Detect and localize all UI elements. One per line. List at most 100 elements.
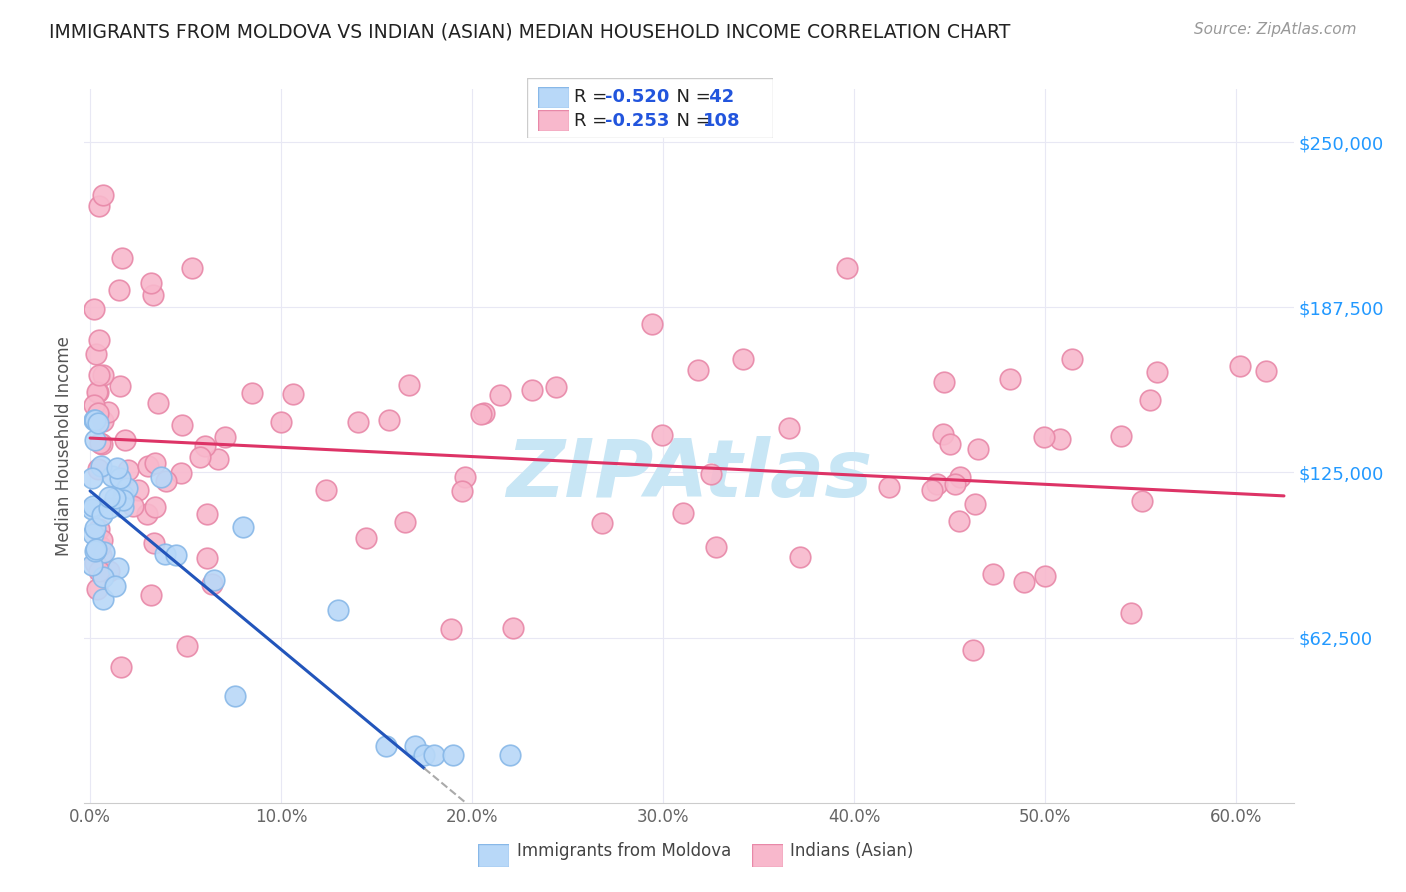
Point: [111, 488, 134, 502]
Point: [107, 561, 129, 575]
Point: [378, 413, 401, 427]
Point: [141, 588, 163, 602]
Point: [87, 564, 110, 578]
Point: [87, 406, 110, 420]
Text: -0.520: -0.520: [605, 88, 669, 106]
Point: [90, 548, 112, 562]
Point: [122, 499, 145, 513]
Point: [1139, 392, 1161, 407]
Point: [202, 573, 225, 587]
Point: [546, 380, 568, 394]
Point: [931, 426, 953, 441]
Point: [142, 536, 165, 550]
Point: [1121, 606, 1143, 620]
Point: [214, 430, 236, 444]
Text: N =: N =: [665, 112, 717, 129]
Point: [91, 592, 114, 607]
Point: [83, 301, 105, 316]
Point: [83, 399, 105, 413]
Point: [194, 439, 217, 453]
Point: [404, 739, 426, 753]
Point: [354, 531, 377, 545]
Point: [117, 482, 139, 496]
Point: [394, 516, 416, 530]
Point: [413, 748, 436, 763]
Point: [270, 415, 292, 429]
Point: [943, 476, 966, 491]
Point: [932, 375, 955, 389]
Text: R =: R =: [574, 112, 613, 129]
Y-axis label: Median Household Income: Median Household Income: [55, 336, 73, 556]
Text: 108: 108: [703, 112, 741, 129]
Point: [375, 739, 398, 753]
Text: Indians (Asian): Indians (Asian): [790, 842, 914, 860]
Point: [89, 540, 111, 554]
Point: [939, 436, 962, 450]
Point: [82, 526, 104, 541]
Text: R =: R =: [574, 88, 613, 106]
Point: [80, 502, 103, 516]
Text: 42: 42: [703, 88, 734, 106]
Point: [104, 579, 127, 593]
Point: [688, 363, 710, 377]
Point: [93, 414, 115, 428]
Point: [963, 497, 986, 511]
Point: [1254, 363, 1277, 377]
Text: Source: ZipAtlas.com: Source: ZipAtlas.com: [1194, 22, 1357, 37]
Point: [86, 582, 108, 596]
Point: [90, 508, 112, 522]
Point: [114, 433, 136, 447]
Point: [328, 602, 350, 616]
Point: [1229, 359, 1251, 373]
Point: [451, 484, 474, 499]
Point: [91, 570, 114, 584]
Point: [83, 412, 105, 426]
Point: [90, 437, 112, 451]
Text: ZIPAtlas: ZIPAtlas: [506, 435, 872, 514]
Point: [83, 556, 105, 570]
Point: [87, 199, 110, 213]
Text: N =: N =: [665, 88, 717, 106]
Point: [82, 500, 104, 514]
Point: [423, 748, 446, 763]
Point: [398, 377, 420, 392]
Point: [641, 317, 664, 331]
Point: [962, 642, 984, 657]
Point: [1033, 430, 1056, 444]
Point: [110, 659, 132, 673]
Point: [778, 420, 800, 434]
Text: -0.253: -0.253: [605, 112, 669, 129]
Point: [87, 462, 110, 476]
Point: [100, 469, 122, 483]
Point: [97, 500, 120, 515]
Point: [87, 522, 110, 536]
Point: [733, 352, 755, 367]
Text: IMMIGRANTS FROM MOLDOVA VS INDIAN (ASIAN) MEDIAN HOUSEHOLD INCOME CORRELATION CH: IMMIGRANTS FROM MOLDOVA VS INDIAN (ASIAN…: [49, 22, 1011, 41]
Point: [240, 386, 263, 401]
Point: [207, 451, 229, 466]
Point: [84, 520, 107, 534]
Point: [704, 540, 727, 554]
Point: [90, 459, 112, 474]
Point: [136, 458, 159, 473]
Point: [84, 541, 107, 556]
Point: [170, 466, 193, 480]
Point: [949, 470, 972, 484]
Point: [84, 346, 107, 360]
Point: [181, 261, 204, 276]
Point: [93, 545, 115, 559]
Point: [111, 251, 134, 265]
Point: [98, 564, 121, 578]
Point: [488, 387, 510, 401]
Point: [98, 490, 121, 504]
Point: [80, 558, 103, 573]
Point: [454, 470, 477, 484]
Point: [470, 407, 492, 421]
Point: [86, 384, 108, 399]
Point: [108, 379, 131, 393]
Point: [86, 416, 108, 430]
Point: [981, 566, 1004, 581]
Point: [108, 283, 131, 297]
Point: [472, 407, 495, 421]
Point: [91, 368, 114, 382]
